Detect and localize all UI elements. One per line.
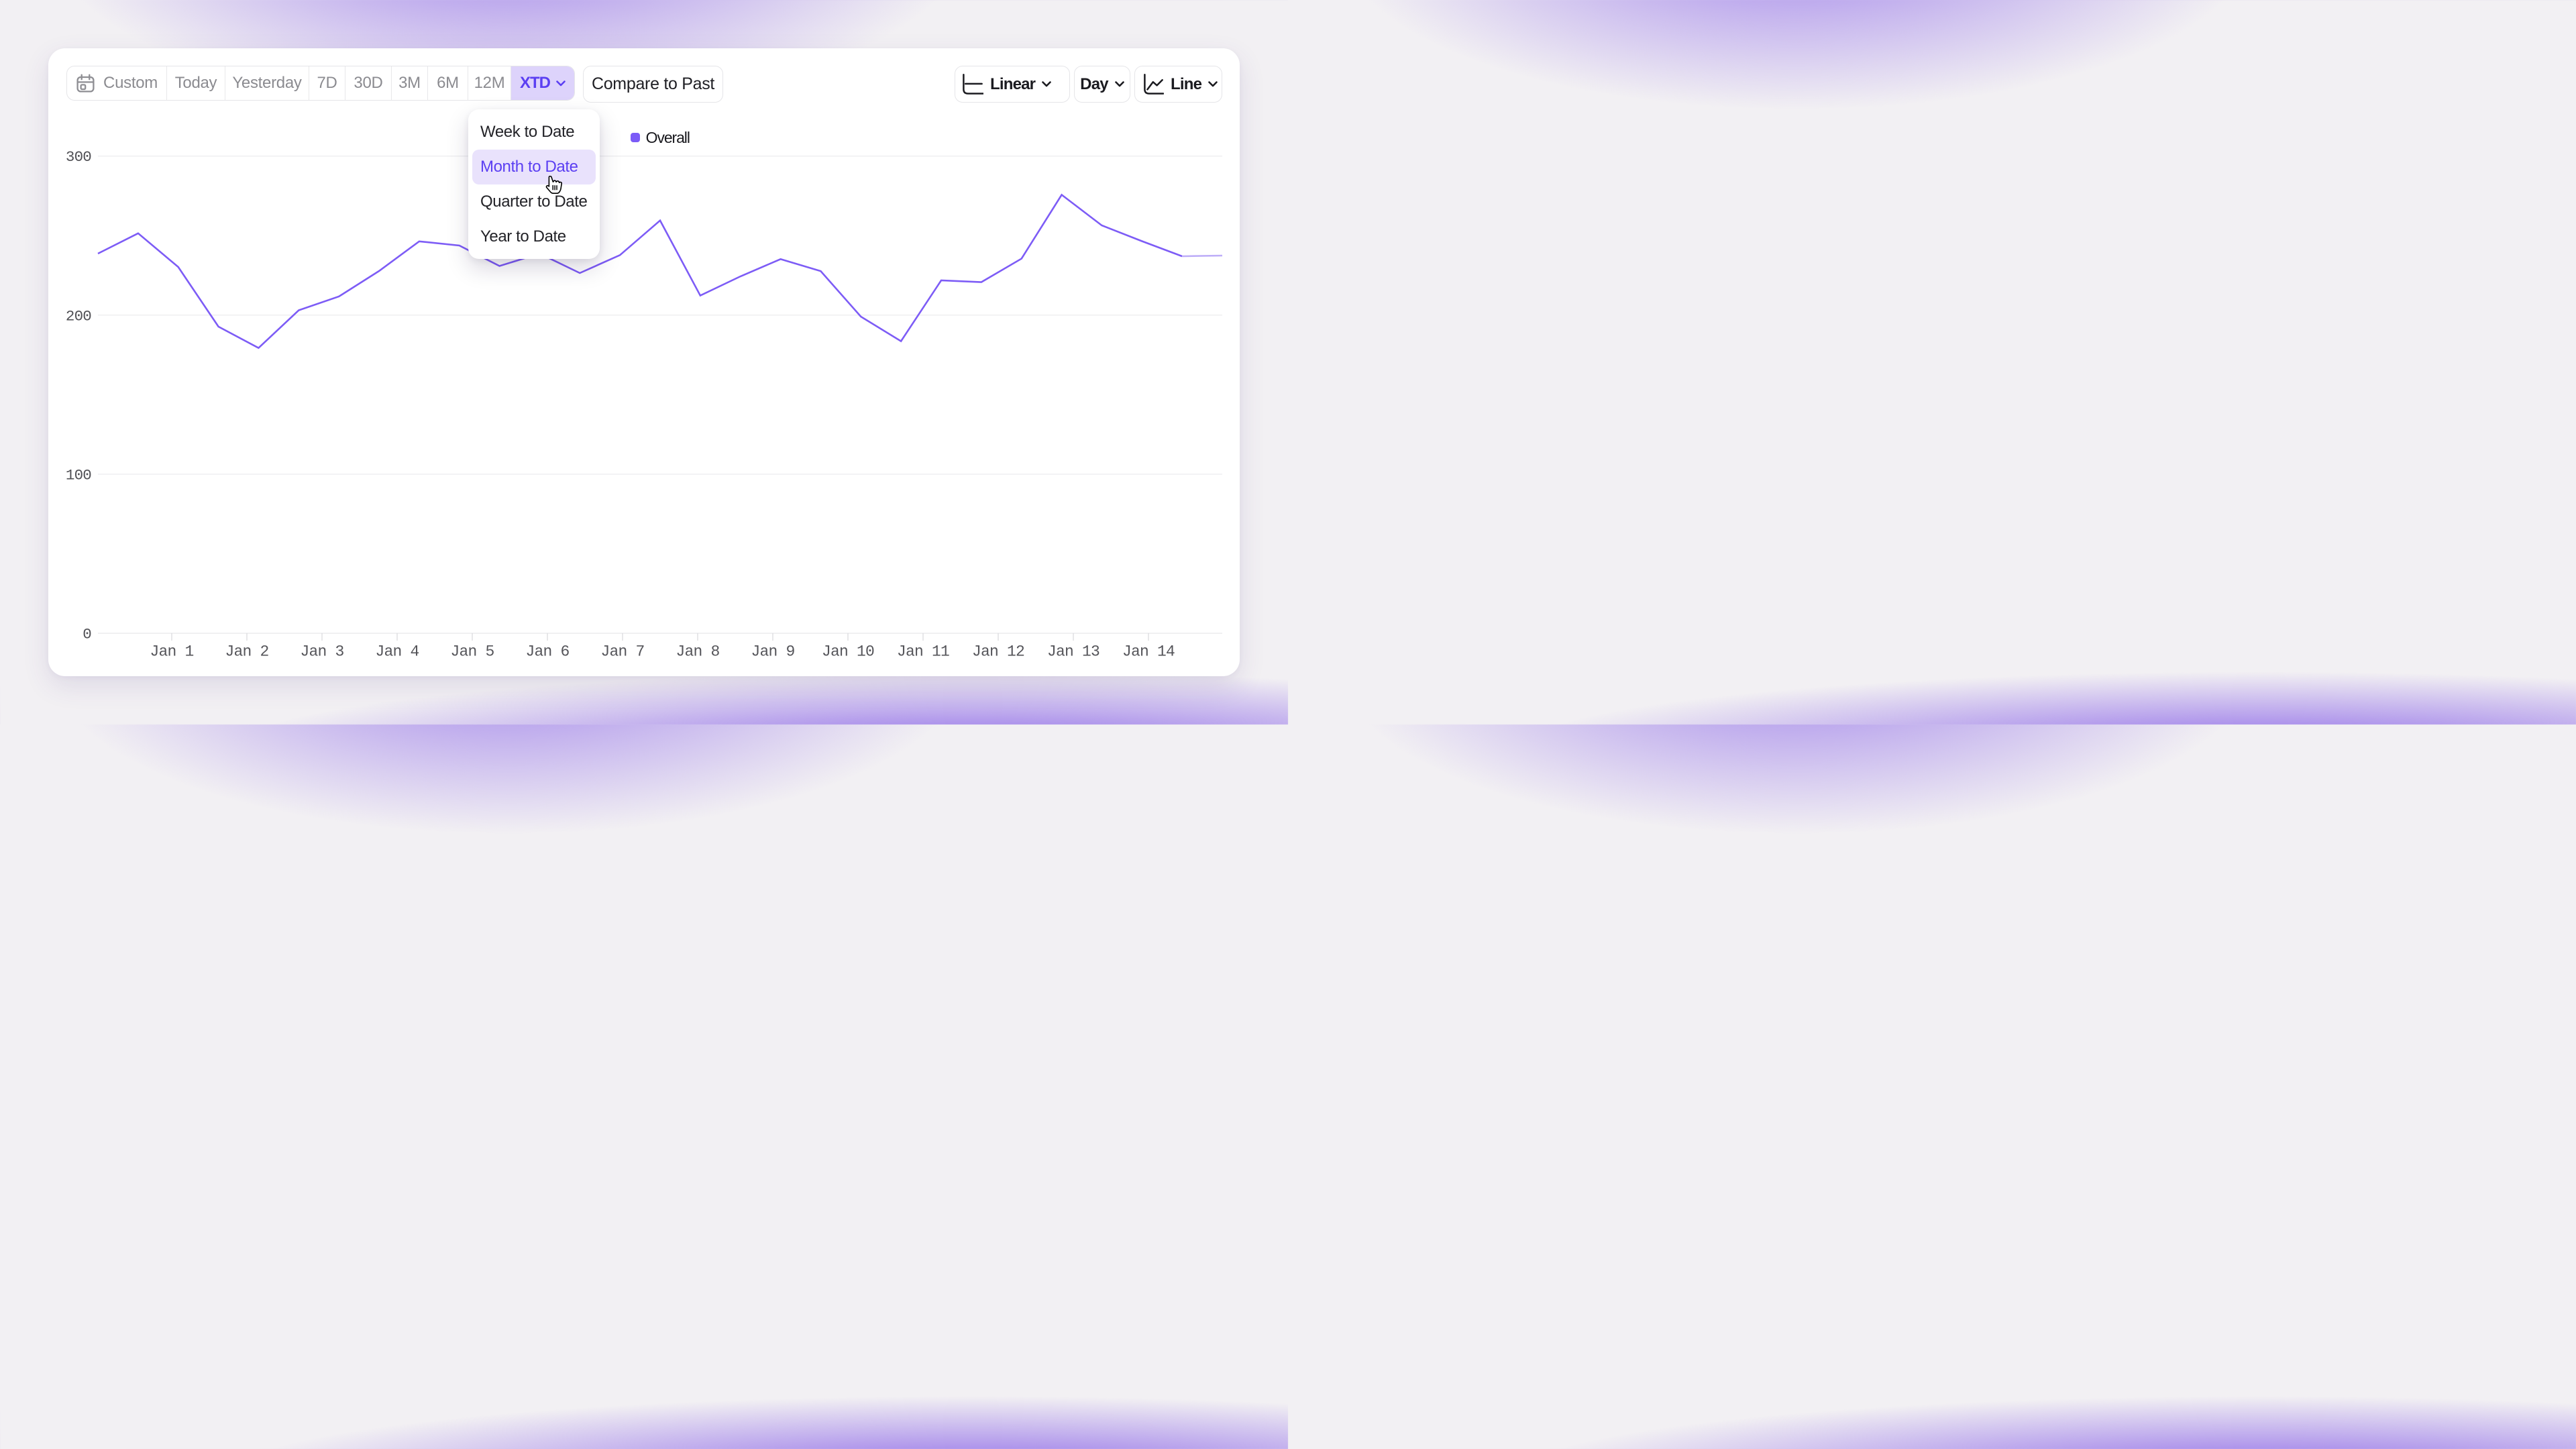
svg-text:Jan 10: Jan 10 <box>822 643 874 661</box>
svg-text:Jan 4: Jan 4 <box>375 643 419 661</box>
svg-text:Jan 12: Jan 12 <box>972 643 1024 661</box>
svg-text:Jan 13: Jan 13 <box>1047 643 1099 661</box>
svg-text:200: 200 <box>66 307 91 325</box>
svg-text:Jan 11: Jan 11 <box>897 643 949 661</box>
svg-text:100: 100 <box>66 466 91 484</box>
svg-text:Jan 1: Jan 1 <box>150 643 193 661</box>
svg-text:Jan 8: Jan 8 <box>676 643 719 661</box>
svg-text:Jan 7: Jan 7 <box>600 643 644 661</box>
svg-text:Jan 3: Jan 3 <box>300 643 343 661</box>
svg-text:Jan 14: Jan 14 <box>1122 643 1175 661</box>
svg-text:0: 0 <box>83 626 91 643</box>
svg-text:Jan 9: Jan 9 <box>751 643 794 661</box>
svg-text:Jan 6: Jan 6 <box>525 643 569 661</box>
svg-text:Jan 5: Jan 5 <box>450 643 494 661</box>
svg-text:Jan 2: Jan 2 <box>225 643 268 661</box>
svg-text:300: 300 <box>66 148 91 166</box>
